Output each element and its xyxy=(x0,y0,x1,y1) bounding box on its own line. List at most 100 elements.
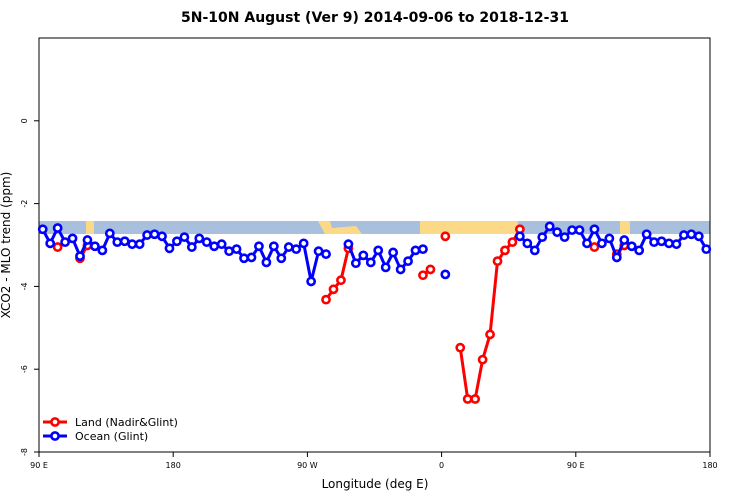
legend-label: Land (Nadir&Glint) xyxy=(75,416,178,429)
point xyxy=(395,264,406,275)
point xyxy=(67,233,78,244)
point xyxy=(336,275,346,286)
point xyxy=(306,276,317,287)
point xyxy=(492,256,503,267)
point xyxy=(179,232,190,243)
y-tick-label: -4 xyxy=(20,282,29,290)
point xyxy=(649,237,659,248)
point xyxy=(239,253,249,264)
point xyxy=(589,242,600,252)
point xyxy=(90,241,100,252)
point xyxy=(500,245,510,256)
point xyxy=(679,230,689,240)
point xyxy=(455,342,466,353)
point xyxy=(425,264,436,275)
x-axis-label: Longitude (deg E) xyxy=(322,477,429,491)
point xyxy=(127,239,138,250)
point xyxy=(626,241,637,252)
point xyxy=(60,237,70,248)
x-tick-label: 0 xyxy=(439,461,444,470)
point xyxy=(552,227,563,238)
x-tick-label: 90 E xyxy=(30,461,48,470)
map-strip xyxy=(39,221,710,234)
point xyxy=(194,233,205,244)
point xyxy=(224,246,235,257)
point xyxy=(537,232,548,243)
point xyxy=(634,245,645,256)
x-tick-label: 180 xyxy=(166,461,181,470)
point xyxy=(462,394,473,404)
x-tick-label: 180 xyxy=(702,461,717,470)
point xyxy=(470,394,481,404)
point xyxy=(440,231,451,242)
y-tick-label: -2 xyxy=(20,200,29,208)
point xyxy=(134,239,145,250)
point xyxy=(157,231,167,242)
point xyxy=(37,224,48,235)
point xyxy=(321,294,331,305)
point xyxy=(410,245,421,256)
point xyxy=(582,238,592,249)
point xyxy=(298,238,309,249)
point xyxy=(209,241,220,252)
point xyxy=(52,223,63,233)
point xyxy=(656,236,667,247)
point xyxy=(403,256,413,267)
y-axis-label: XCO2 - MLO trend (ppm) xyxy=(0,172,13,319)
point xyxy=(343,239,354,250)
point xyxy=(544,221,555,232)
point xyxy=(172,236,182,247)
point xyxy=(514,231,525,242)
point xyxy=(522,238,533,249)
point xyxy=(328,284,339,295)
point xyxy=(45,238,56,249)
point xyxy=(149,229,160,240)
point xyxy=(112,237,123,248)
point xyxy=(82,235,93,245)
point xyxy=(97,245,108,256)
point xyxy=(201,237,212,248)
point xyxy=(507,237,518,248)
point xyxy=(164,243,175,254)
point xyxy=(365,257,376,268)
point xyxy=(574,225,585,235)
x-tick-label: 90 E xyxy=(567,461,585,470)
point xyxy=(664,238,674,249)
point xyxy=(693,231,704,242)
point xyxy=(641,229,652,240)
legend-marker xyxy=(50,431,60,441)
point xyxy=(559,232,570,243)
point xyxy=(611,252,622,263)
point xyxy=(589,224,600,235)
point xyxy=(231,244,242,255)
y-tick-label: -6 xyxy=(20,365,29,373)
point xyxy=(529,245,540,256)
point xyxy=(283,242,294,252)
point xyxy=(321,249,331,260)
point xyxy=(604,233,615,244)
point xyxy=(358,250,369,261)
point xyxy=(477,354,488,365)
point xyxy=(52,242,63,252)
point xyxy=(254,241,264,252)
point xyxy=(291,244,302,255)
point xyxy=(388,247,399,258)
point xyxy=(440,269,451,280)
plot-frame xyxy=(38,37,711,453)
point xyxy=(619,235,630,245)
point xyxy=(373,245,384,256)
point xyxy=(418,270,428,281)
point xyxy=(418,244,428,255)
point xyxy=(671,239,682,250)
point xyxy=(246,252,257,263)
point xyxy=(104,228,115,239)
point xyxy=(142,230,153,240)
point xyxy=(380,262,391,273)
legend-marker xyxy=(50,417,60,427)
point xyxy=(686,229,697,240)
point xyxy=(313,246,324,257)
x-tick-label: 90 W xyxy=(297,461,318,470)
point xyxy=(261,257,272,268)
